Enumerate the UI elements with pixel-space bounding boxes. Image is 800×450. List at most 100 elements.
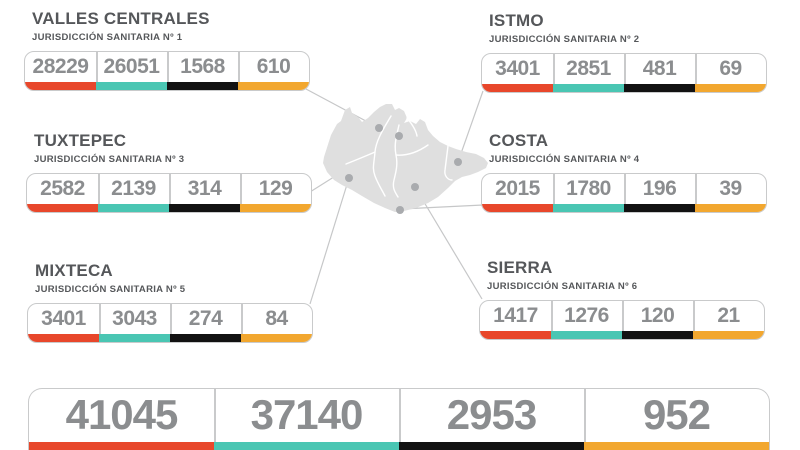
teal-bar: [96, 82, 167, 90]
stats-strip: 28229 26051 1568 610: [24, 51, 310, 91]
stat-cell-red: 3401: [482, 54, 553, 92]
stat-cell-black: 274: [170, 304, 241, 342]
stat-value: 39: [719, 177, 742, 200]
map-dot-mixteca: [345, 174, 353, 182]
region-title: TUXTEPEC: [34, 131, 127, 150]
orange-bar: [693, 331, 764, 339]
district-border: [444, 145, 453, 181]
region-title: MIXTECA: [35, 261, 113, 280]
stat-value: 1276: [564, 304, 609, 327]
stat-value: 120: [640, 304, 675, 327]
region-subtitle: JURISDICCIÓN SANITARIA Nº 4: [489, 154, 640, 165]
stat-value: 1780: [566, 177, 611, 200]
map-dot-istmo: [454, 158, 462, 166]
stat-cell-orange: 69: [695, 54, 766, 92]
stat-cell-red: 2582: [27, 174, 98, 212]
region-block-valles-centrales: VALLES CENTRALES JURISDICCIÓN SANITARIA …: [24, 9, 324, 91]
red-bar: [25, 82, 96, 90]
stat-value: 314: [187, 177, 222, 200]
black-bar: [624, 84, 695, 92]
stat-value: 129: [258, 177, 293, 200]
red-bar: [28, 334, 99, 342]
red-bar: [27, 204, 98, 212]
stat-cell-orange: 610: [238, 52, 309, 90]
region-subtitle: JURISDICCIÓN SANITARIA Nº 6: [487, 281, 638, 292]
orange-bar: [241, 334, 312, 342]
district-border: [345, 151, 376, 165]
map-dot-sierra: [411, 183, 419, 191]
state-silhouette: [323, 104, 488, 212]
stat-value: 3401: [41, 307, 86, 330]
stat-value: 481: [642, 57, 677, 80]
total-value: 41045: [65, 391, 179, 438]
total-cell-teal: 37140: [214, 389, 399, 450]
stat-value: 274: [188, 307, 223, 330]
stat-value: 2582: [40, 177, 85, 200]
region-subtitle: JURISDICCIÓN SANITARIA Nº 5: [35, 284, 186, 295]
stat-cell-teal: 2851: [553, 54, 624, 92]
map-dot-costa: [396, 206, 404, 214]
state-totals-strip: 41045 37140 2953 952: [28, 388, 770, 450]
stat-value: 26051: [103, 55, 160, 78]
stats-strip: 2015 1780 196 39: [481, 173, 767, 213]
stats-strip: 3401 2851 481 69: [481, 53, 767, 93]
stat-cell-black: 196: [624, 174, 695, 212]
stat-value: 610: [256, 55, 291, 78]
orange-bar: [240, 204, 311, 212]
map-dot-tuxtepec: [395, 132, 403, 140]
region-block-tuxtepec: TUXTEPEC JURISDICCIÓN SANITARIA Nº 3 258…: [26, 131, 326, 213]
stat-value: 28229: [32, 55, 89, 78]
total-cell-red: 41045: [29, 389, 214, 450]
total-cell-orange: 952: [584, 389, 769, 450]
stats-strip: 1417 1276 120 21: [479, 300, 765, 340]
stats-strip: 3401 3043 274 84: [27, 303, 313, 343]
stat-cell-teal: 3043: [99, 304, 170, 342]
region-subtitle: JURISDICCIÓN SANITARIA Nº 1: [32, 32, 183, 43]
black-bar: [170, 334, 241, 342]
region-title: SIERRA: [487, 258, 553, 277]
stat-cell-black: 314: [169, 174, 240, 212]
teal-bar: [98, 204, 169, 212]
teal-bar: [553, 204, 624, 212]
stat-cell-teal: 2139: [98, 174, 169, 212]
stat-cell-teal: 1276: [551, 301, 622, 339]
map-dot-valles-centrales: [375, 124, 383, 132]
district-border: [392, 124, 400, 198]
oaxaca-state-map: [323, 104, 488, 214]
stat-cell-red: 2015: [482, 174, 553, 212]
red-bar: [29, 442, 214, 450]
red-bar: [482, 84, 553, 92]
stats-strip: 2582 2139 314 129: [26, 173, 312, 213]
orange-bar: [695, 204, 766, 212]
connector-istmo: [457, 90, 484, 163]
total-cell-black: 2953: [399, 389, 584, 450]
region-title: VALLES CENTRALES: [32, 9, 210, 28]
teal-bar: [99, 334, 170, 342]
connector-costa: [400, 204, 484, 210]
teal-bar: [214, 442, 399, 450]
total-value: 37140: [250, 391, 364, 438]
region-block-istmo: ISTMO JURISDICCIÓN SANITARIA Nº 2 3401 2…: [481, 11, 781, 93]
region-title: ISTMO: [489, 11, 544, 30]
red-bar: [480, 331, 551, 339]
region-title: COSTA: [489, 131, 549, 150]
stat-value: 3043: [112, 307, 157, 330]
black-bar: [167, 82, 238, 90]
stat-cell-orange: 84: [241, 304, 312, 342]
stat-value: 69: [719, 57, 742, 80]
stat-cell-teal: 26051: [96, 52, 167, 90]
black-bar: [622, 331, 693, 339]
stat-cell-black: 120: [622, 301, 693, 339]
stat-value: 1417: [493, 304, 538, 327]
stat-cell-red: 3401: [28, 304, 99, 342]
total-value: 2953: [446, 391, 537, 438]
stat-cell-orange: 129: [240, 174, 311, 212]
orange-bar: [238, 82, 309, 90]
red-bar: [482, 204, 553, 212]
connector-sierra: [414, 186, 483, 300]
black-bar: [624, 204, 695, 212]
district-border: [395, 144, 429, 156]
district-border: [406, 117, 418, 137]
stat-cell-orange: 21: [693, 301, 764, 339]
